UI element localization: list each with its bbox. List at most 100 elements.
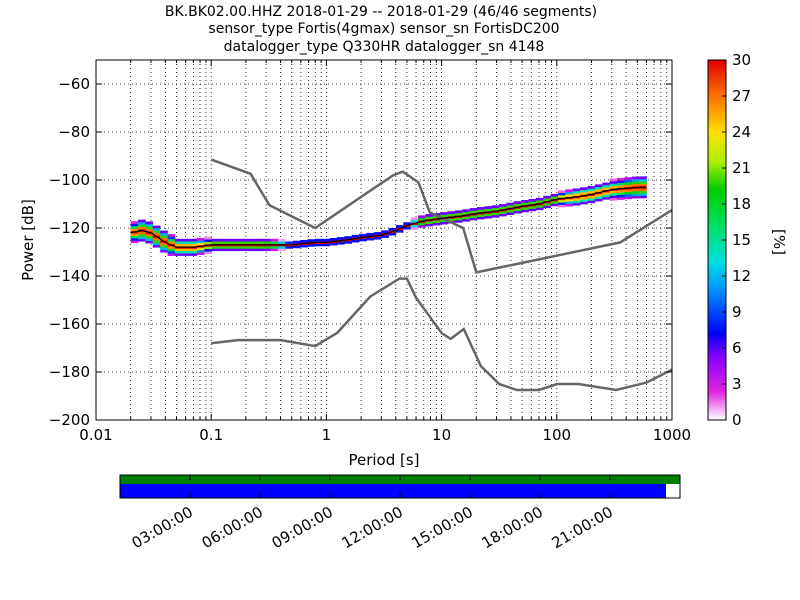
histogram-cell: [454, 212, 463, 216]
x-tick-label: 1000: [653, 426, 691, 444]
histogram-cell: [160, 237, 168, 241]
histogram-cell: [174, 241, 183, 244]
histogram-cell: [631, 190, 640, 194]
histogram-cell: [160, 235, 168, 239]
histogram-cell: [403, 219, 411, 223]
histogram-cell: [395, 225, 404, 228]
histogram-cell: [602, 194, 610, 198]
histogram-cell: [248, 246, 257, 249]
x-tick-label: 10: [432, 426, 451, 444]
histogram-cell: [270, 238, 279, 242]
colorbar-tick-label: 6: [732, 339, 742, 357]
histogram-cell: [182, 253, 190, 256]
title-line-3: datalogger_type Q330HR datalogger_sn 414…: [224, 39, 545, 55]
histogram-cell: [587, 190, 596, 194]
histogram-cell: [255, 248, 264, 252]
histogram-cell: [285, 238, 294, 242]
histogram-cell: [263, 241, 271, 244]
histogram-cell: [204, 236, 213, 240]
histogram-cell: [602, 192, 610, 195]
histogram-cell: [476, 209, 485, 213]
colorbar-tick-label: 27: [732, 87, 751, 105]
time-tick-label: 18:00:00: [479, 503, 546, 552]
histogram-cell: [594, 193, 603, 197]
histogram-cell: [174, 243, 183, 247]
histogram-cell: [462, 218, 470, 222]
histogram-cell: [425, 216, 434, 220]
availability-bar: 03:00:00 06:00:00 09:00:00 12:00:00 15:00:00…: [119, 474, 681, 552]
histogram-cell: [631, 183, 640, 187]
histogram-cell: [248, 238, 257, 242]
histogram-cell: [145, 233, 154, 237]
histogram-cell: [631, 195, 640, 199]
histogram-cell: [300, 244, 308, 248]
histogram-cell: [160, 230, 168, 234]
histogram-cell: [535, 207, 544, 211]
histogram-cell: [152, 240, 161, 243]
histogram-cell: [609, 190, 618, 194]
histogram-cell: [138, 219, 146, 223]
histogram-cell: [373, 236, 382, 240]
histogram-cell: [241, 248, 249, 252]
histogram-cell: [167, 238, 176, 242]
histogram-cell: [513, 203, 522, 207]
histogram-cell: [594, 189, 603, 192]
histogram-cell: [639, 190, 647, 194]
histogram-cell: [558, 190, 566, 193]
histogram-cell: [565, 189, 574, 193]
histogram-cell: [219, 248, 227, 252]
histogram-cell: [196, 247, 205, 251]
histogram-cell: [513, 210, 522, 214]
histogram-cell: [609, 181, 618, 184]
histogram-cell: [484, 206, 493, 209]
histogram-cell: [189, 243, 198, 247]
histogram-cell: [631, 176, 640, 180]
histogram-cell: [130, 226, 139, 229]
histogram-cell: [167, 246, 176, 249]
histogram-cell: [462, 209, 470, 213]
histogram-cell: [558, 199, 566, 203]
histogram-cell: [366, 232, 375, 236]
colorbar-label: [%]: [770, 229, 788, 255]
noise-models: [210, 158, 672, 392]
histogram-cell: [344, 240, 353, 244]
histogram-cell: [454, 219, 463, 223]
histogram-cell: [145, 240, 154, 244]
histogram-cell: [130, 240, 139, 244]
x-tick-label: 0.1: [199, 426, 223, 444]
histogram-cell: [329, 242, 338, 246]
histogram-cell: [314, 243, 323, 247]
histogram-cell: [410, 227, 419, 230]
histogram-cell: [550, 193, 559, 197]
histogram-cell: [616, 180, 625, 184]
histogram-cell: [196, 252, 205, 255]
histogram-cell: [528, 201, 537, 205]
histogram-cell: [447, 218, 456, 222]
histogram-cell: [285, 246, 294, 249]
histogram-cell: [550, 203, 559, 207]
x-tick-label: 1: [322, 426, 332, 444]
histogram-cell: [167, 234, 176, 237]
histogram-cell: [639, 193, 647, 196]
histogram-cell: [432, 222, 441, 226]
histogram-cell: [624, 189, 633, 192]
histogram-cell: [506, 202, 515, 206]
histogram-cell: [167, 236, 176, 240]
time-tick-label: 21:00:00: [549, 503, 616, 552]
histogram-cell: [580, 196, 588, 200]
colorbar-tick-label: 0: [732, 411, 742, 429]
histogram-cell: [616, 192, 625, 196]
histogram-cell: [624, 177, 633, 180]
histogram-cell: [440, 212, 448, 215]
histogram-cell: [543, 198, 551, 201]
histogram-cell: [174, 238, 183, 242]
histogram-cell: [616, 177, 625, 181]
histogram-cell: [616, 182, 625, 186]
histogram-cell: [602, 184, 610, 188]
histogram-cell: [631, 188, 640, 192]
histogram-cell: [160, 242, 168, 246]
histogram-cell: [248, 248, 257, 252]
histogram-cell: [226, 248, 235, 252]
y-tick-label: −160: [49, 315, 90, 333]
y-tick-label: −100: [49, 171, 90, 189]
